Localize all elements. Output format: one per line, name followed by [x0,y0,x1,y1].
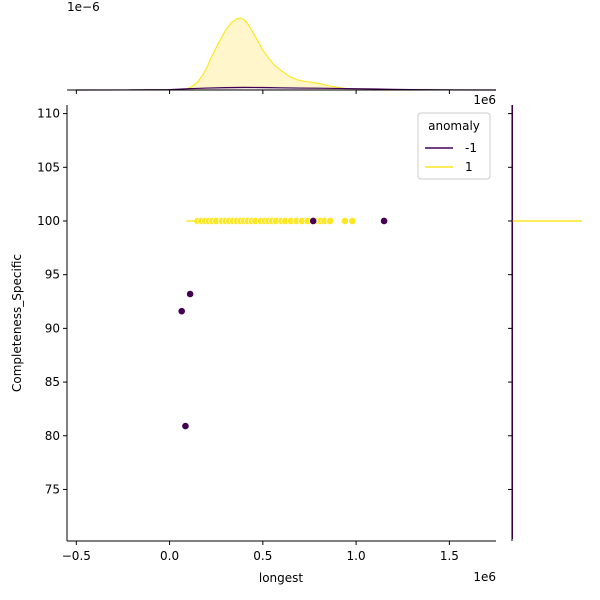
x-axis-offset-label: 1e6 [473,570,496,584]
right-marginal: 1e6 [473,93,582,541]
scatter-points [177,217,388,430]
scatter-point [177,307,186,316]
legend-label-neg: -1 [465,141,477,155]
y-tick-label: 85 [45,375,60,389]
y-tick-label: 100 [37,214,60,228]
y-tick-label: 105 [37,160,60,174]
x-tick-label: 1.0 [347,549,366,563]
x-axis-ticks: −0.5 0.0 0.5 1.0 1.5 [62,541,459,563]
x-tick-label: −0.5 [62,549,91,563]
top-marginal-offset-label: 1e−6 [67,0,100,14]
legend-label-pos: 1 [465,160,473,174]
right-marginal-curves [512,105,582,539]
scatter-point [181,422,190,430]
legend: anomaly -1 1 [417,112,491,180]
y-axis-title: Completeness_Specific [10,254,24,392]
marginal-density-fill [178,18,394,90]
y-tick-label: 95 [45,268,60,282]
y-tick-label: 90 [45,321,60,335]
scatter-point [309,217,318,225]
scatter-point [326,217,334,225]
scatter-point [186,290,195,298]
x-tick-label: 0.5 [253,549,272,563]
main-plot: −0.5 0.0 0.5 1.0 1.5 75 80 85 90 95 100 105 110 lon… [10,105,496,585]
scatter-point [380,217,388,225]
y-axis-ticks: 75 80 85 90 95 100 105 110 [37,107,67,496]
x-axis-title: longest [259,571,304,585]
top-marginal: 1e−6 [67,0,497,94]
y-tick-label: 110 [37,107,60,121]
scatter-point [348,217,357,225]
y-tick-label: 80 [45,429,60,443]
right-marginal-offset-label: 1e6 [473,93,496,107]
x-tick-label: 1.5 [440,549,459,563]
right-marginal-ticks [508,113,512,490]
top-marginal-ticks [75,90,450,94]
legend-title: anomaly [428,119,480,133]
marginal-density-line [76,86,497,91]
x-tick-label: 0.0 [160,549,179,563]
marginal-density-line [178,17,394,91]
scatter-point [341,217,349,225]
legend-frame [417,112,491,180]
top-marginal-curves [76,17,497,91]
y-tick-label: 75 [45,482,60,496]
